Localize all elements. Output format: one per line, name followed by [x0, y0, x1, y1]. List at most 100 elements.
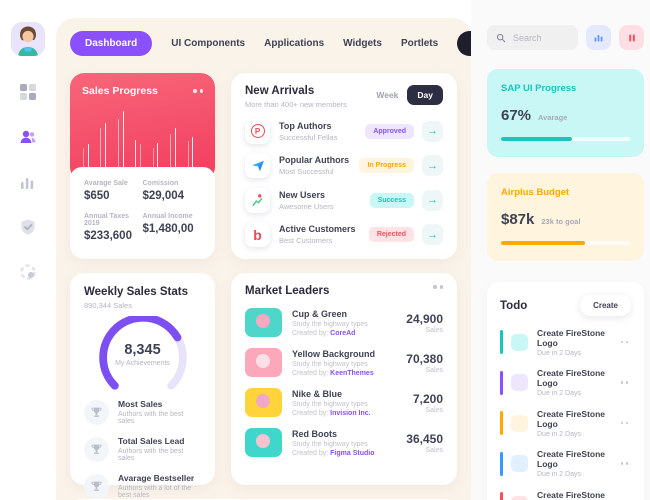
runner-icon [245, 187, 270, 213]
list-item-popular-authors: Popular Authors Most Successful In Progr… [245, 153, 443, 178]
gauge-label: My Achievements [115, 360, 170, 367]
airplus-budget-title: Airplus Budget [501, 187, 570, 198]
market-leaders-menu more-dots-icon[interactable] [433, 285, 443, 289]
todo-color-swatch [511, 495, 528, 500]
tab-ui-components[interactable]: UI Components [171, 37, 246, 49]
sidebar-item-users users-icon[interactable] [19, 128, 37, 146]
achievements-gauge: 8,345 My Achievements [87, 316, 199, 390]
list-item-active-customers: b Active Customers Best Customers Reject… [245, 222, 443, 247]
product-thumbnail [245, 428, 282, 457]
weekly-stats-title: Weekly Sales Stats [84, 286, 188, 298]
todo-create-button[interactable]: Create [580, 295, 631, 316]
sales-progress-title: Sales Progress [82, 85, 158, 97]
stats-button bar-chart-icon[interactable] [586, 25, 611, 50]
status-badge-approved: Approved [365, 123, 414, 139]
sales-stats-grid: Avarage Sale $650 Comission $29,004 Annu… [70, 167, 215, 242]
arrow-right-icon open-button[interactable]: → [422, 224, 443, 245]
todo-item: Create FireStone Logo Due in 2 Days [500, 449, 631, 478]
product-thumbnail [245, 348, 282, 377]
trophy-icon [84, 436, 109, 462]
toggle-week[interactable]: Week [376, 90, 399, 100]
sidebar-item-reports bar-chart-icon[interactable] [19, 173, 37, 191]
airplus-budget-card: Airplus Budget $87k 23k to goal [487, 173, 644, 261]
new-arrivals-title: New Arrivals [245, 85, 315, 97]
todo-color-swatch [511, 374, 528, 391]
todo-item: Create FireStone Logo Due in 2 Days [500, 328, 631, 357]
todo-item-menu more-dots-icon[interactable] [618, 378, 632, 387]
new-arrivals-subtitle: More than 400+ new members [245, 100, 347, 109]
list-item-cup-and-green: Cup & Green Study the highway types Crea… [245, 308, 443, 337]
todo-item-menu more-dots-icon[interactable] [618, 459, 632, 468]
search-input[interactable] [513, 32, 569, 43]
todo-item-menu more-dots-icon[interactable] [618, 338, 632, 347]
sap-progress-value: 67% [501, 107, 532, 124]
sidebar-item-settings settings-icon[interactable] [19, 263, 37, 281]
stat-annual-taxes: Annual Taxes 2019 $233,600 [84, 213, 132, 242]
search-icon [496, 33, 506, 42]
status-badge-in-progress: In Progress [359, 158, 414, 173]
list-item-most-sales: Most Sales Authors with the best sales [84, 399, 201, 425]
tab-portlets[interactable]: Portlets [400, 37, 439, 49]
toggle-day[interactable]: Day [407, 85, 443, 105]
sidebar-item-dashboard grid-icon[interactable] [19, 83, 37, 101]
todo-title: Todo [500, 299, 528, 312]
list-item-new-users: New Users Awesome Users Success → [245, 187, 443, 213]
sales-progress-card: Sales Progress Avarage Sale $650 Comissi… [70, 73, 215, 259]
weekly-sales-stats-card: Weekly Sales Stats 890,344 Sales 8,345 M… [70, 273, 215, 499]
list-item-top-authors: P Top Authors Successful Fellas Approved… [245, 118, 443, 144]
search-row [487, 25, 644, 50]
arrow-right-icon open-button[interactable]: → [422, 189, 443, 211]
list-item-red-boots: Red Boots Study the highway types Create… [245, 428, 443, 457]
cards-row-2: Weekly Sales Stats 890,344 Sales 8,345 M… [70, 273, 457, 499]
gauge-value: 8,345 [124, 342, 161, 358]
creator-link[interactable]: Figma Studio [330, 449, 375, 457]
sap-ui-progress-card: SAP UI Progress 67% Avarage [487, 69, 644, 157]
creator-link[interactable]: CoreAd [330, 329, 356, 337]
new-arrivals-card: New Arrivals More than 400+ new members … [231, 73, 457, 259]
stat-annual-income: Annual Income $1,480,00 [142, 213, 194, 235]
market-leaders-card: Market Leaders Cup & Green Study the hig… [231, 273, 457, 485]
list-item-nike-and-blue: Nike & Blue Study the highway types Crea… [245, 388, 443, 417]
arrow-right-icon open-button[interactable]: → [422, 120, 443, 142]
main-content: Dashboard UI Components Applications Wid… [56, 18, 519, 500]
arrow-right-icon open-button[interactable]: → [422, 155, 443, 176]
airplus-budget-value: $87k [501, 211, 535, 228]
user-avatar[interactable] [11, 22, 45, 56]
creator-link[interactable]: Invision Inc. [330, 409, 371, 417]
tab-applications[interactable]: Applications [264, 37, 325, 49]
stat-comission: Comission $29,004 [142, 180, 185, 202]
status-badge-rejected: Rejected [368, 227, 414, 242]
period-toggle: Week Day [376, 85, 443, 105]
sales-bar-chart [83, 107, 205, 181]
list-item-avarage-bestseller: Avarage Bestseller Authors with a lot of… [84, 473, 201, 499]
creator-link[interactable]: KeenThemes [330, 369, 374, 377]
todo-item-menu more-dots-icon[interactable] [618, 419, 632, 428]
product-thumbnail [245, 308, 282, 337]
airplus-budget-bar [501, 241, 630, 245]
cards-row-1: Sales Progress Avarage Sale $650 Comissi… [70, 73, 457, 259]
right-panel: SAP UI Progress 67% Avarage Airplus Budg… [471, 0, 650, 500]
sidebar [0, 0, 56, 500]
weekly-stats-subtitle: 890,344 Sales [84, 301, 132, 310]
avatar-illustration [11, 22, 45, 56]
todo-card: Todo Create Create FireStone Logo Due in… [487, 282, 644, 500]
sales-progress-chart-area: Sales Progress [70, 73, 215, 181]
sales-progress-menu more-dots-icon[interactable] [193, 89, 203, 93]
trophy-icon [84, 473, 109, 499]
todo-item: Create FireStone Logo Due in 2 Days [500, 368, 631, 397]
market-leaders-title: Market Leaders [245, 285, 330, 297]
tab-dashboard[interactable]: Dashboard [70, 30, 153, 56]
search-field[interactable] [487, 25, 578, 50]
tab-widgets[interactable]: Widgets [343, 37, 382, 49]
p-logo-icon: P [245, 118, 270, 144]
sap-progress-bar [501, 137, 630, 141]
list-item-yellow-background: Yellow Background Study the highway type… [245, 348, 443, 377]
list-item-total-sales-lead: Total Sales Lead Authors with the best s… [84, 436, 201, 462]
sap-progress-label: Avarage [538, 113, 568, 122]
sidebar-item-security shield-check-icon[interactable] [19, 218, 37, 236]
top-nav: Dashboard UI Components Applications Wid… [70, 27, 519, 59]
pause-button pause-icon[interactable] [619, 25, 644, 50]
todo-item: Create FireStone Logo Due in 2 Days [500, 490, 631, 500]
trophy-icon [84, 399, 109, 425]
